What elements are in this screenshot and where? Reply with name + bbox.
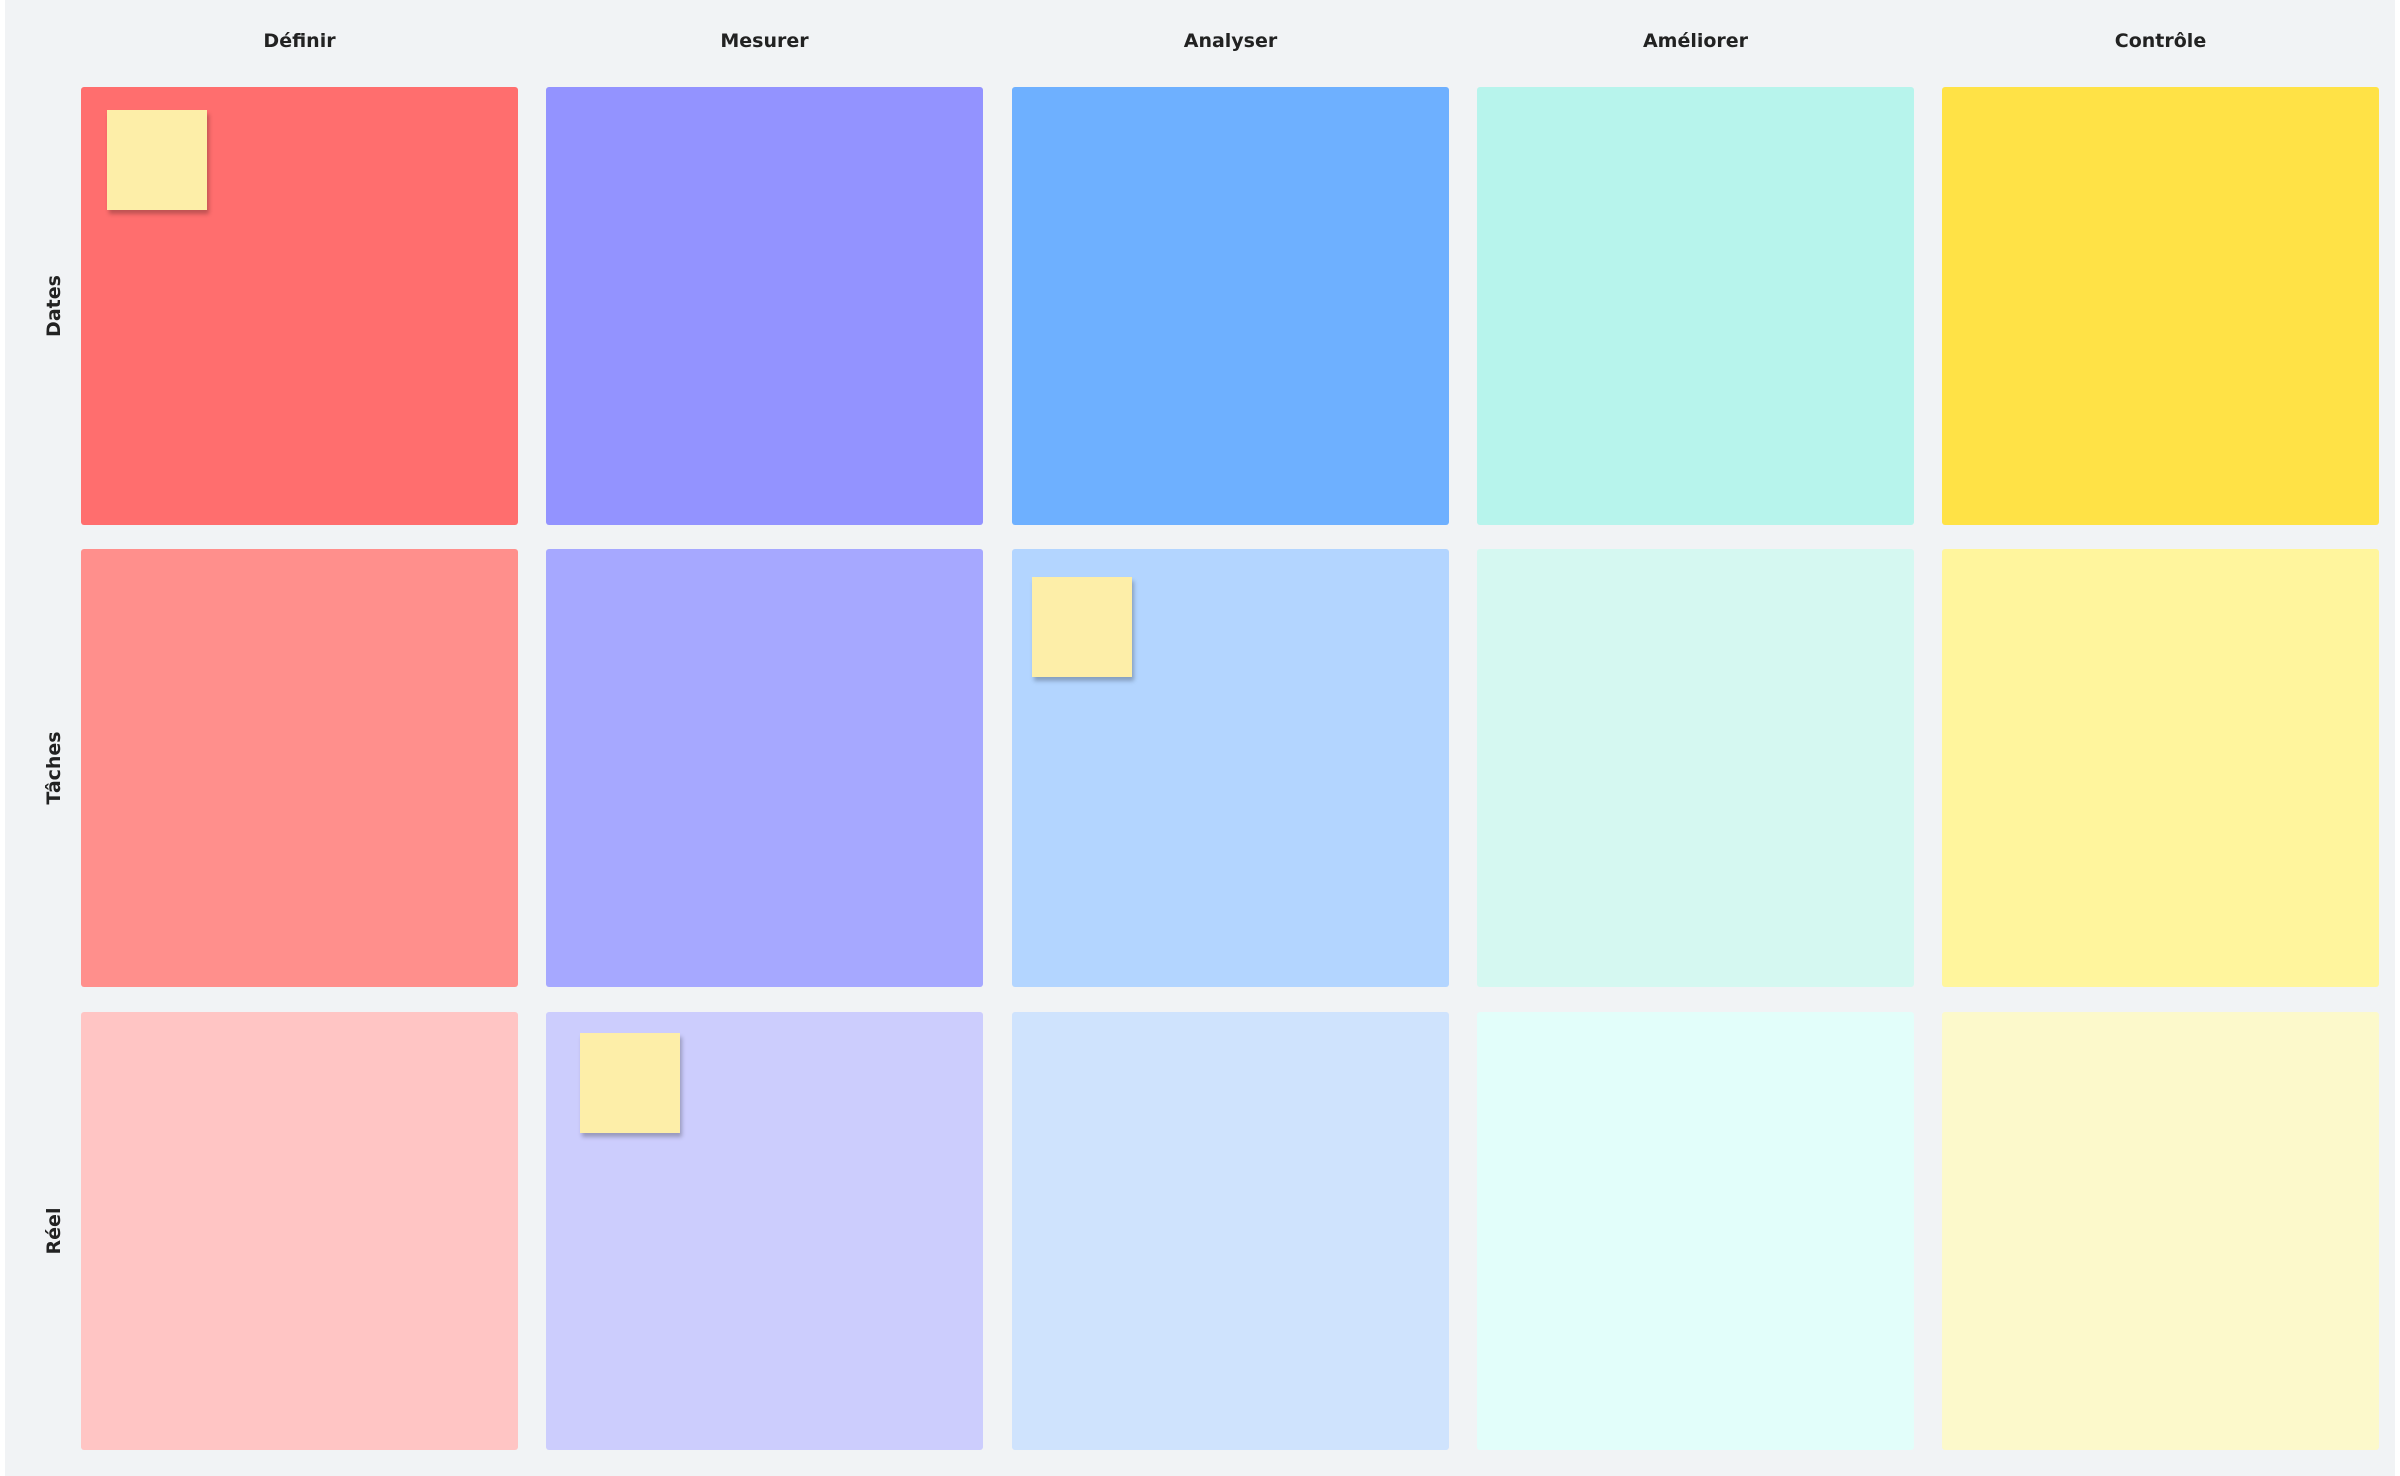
sticky-note[interactable] [580,1033,680,1133]
cell[interactable] [1942,1012,2379,1450]
column-header: Définir [263,30,336,52]
cell[interactable] [1942,87,2379,525]
column-header: Analyser [1183,30,1278,52]
board: Définir Mesurer Analyser Améliorer Contr… [5,0,2395,1476]
cell[interactable] [1942,549,2379,987]
cell[interactable] [546,1012,983,1450]
cell[interactable] [81,1012,518,1450]
cell[interactable] [1477,87,1914,525]
cell[interactable] [1477,1012,1914,1450]
cell[interactable] [546,549,983,987]
cell[interactable] [546,87,983,525]
row-label: Réel [43,1207,65,1255]
column-header: Contrôle [2114,30,2207,52]
row-label: Dates [43,275,65,337]
cell[interactable] [81,549,518,987]
column-header: Mesurer [720,30,809,52]
cell[interactable] [1012,549,1449,987]
cell[interactable] [1012,87,1449,525]
cell[interactable] [1012,1012,1449,1450]
cell[interactable] [1477,549,1914,987]
sticky-note[interactable] [1032,577,1132,677]
row-label: Tâches [43,731,65,805]
cell[interactable] [81,87,518,525]
sticky-note[interactable] [107,110,207,210]
column-header: Améliorer [1642,30,1749,52]
